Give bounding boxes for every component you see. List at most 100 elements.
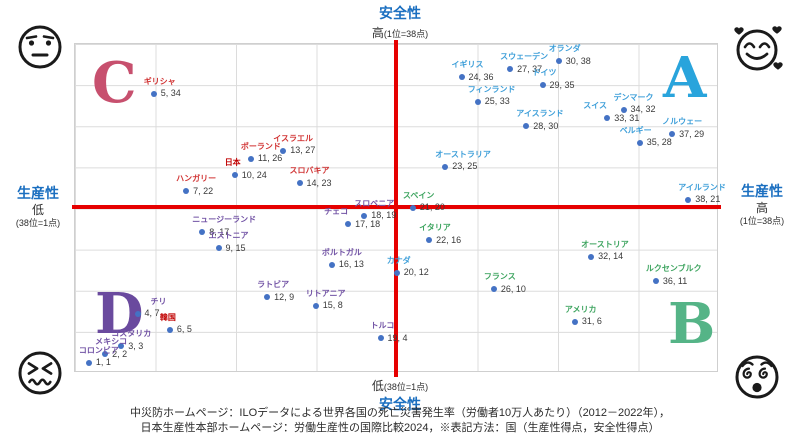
country-label: ラトビア	[257, 280, 290, 290]
country-label: スイス	[583, 101, 608, 111]
point-dot	[328, 261, 335, 268]
point-dot	[118, 343, 125, 350]
country-label: ポルトガル	[321, 247, 362, 257]
country-label: デンマーク	[613, 92, 654, 102]
horizontal-red-axis	[72, 205, 721, 209]
source-note: 中災防ホームページ：ILOデータによる世界各国の死亡災害発生率（労働者10万人あ…	[0, 406, 800, 436]
country-score: 17, 18	[355, 218, 381, 229]
country-label: イギリス	[451, 60, 484, 70]
country-label: ポーランド	[240, 141, 281, 151]
country-label: ノルウェー	[662, 117, 703, 127]
country-score: 35, 28	[646, 137, 672, 147]
x-axis-low-label: 低	[31, 202, 44, 217]
country-label: コロンビア	[78, 345, 119, 355]
country-score: 37, 29	[679, 128, 705, 139]
country-score: 8, 17	[209, 226, 230, 237]
country-label: トルコ	[370, 321, 395, 331]
country-score: 7, 22	[193, 185, 214, 196]
point-dot	[652, 278, 659, 285]
country-score: 13, 27	[290, 145, 316, 156]
point-dot	[393, 269, 400, 276]
country-score: 4, 7	[144, 308, 160, 319]
country-label: ギリシャ	[143, 76, 176, 86]
x-axis-right-label: 生産性 高 (1位=38点)	[726, 183, 798, 227]
country-label: フィンランド	[467, 84, 516, 94]
country-label: アイルランド	[678, 182, 726, 192]
y-axis-title-top: 安全性	[379, 5, 421, 21]
point-dot	[345, 221, 352, 227]
country-score: 26, 10	[500, 283, 526, 294]
source-note-line2: 日本生産性本部ホームページ：労働生産性の国際比較2024，※表記方法：国（生産性…	[140, 421, 660, 434]
point-dot	[442, 163, 449, 170]
country-label: ニュージーランド	[192, 215, 257, 225]
country-score: 14, 23	[306, 177, 332, 188]
y-axis-bottom-label: 低(38位=1点) 安全性	[330, 376, 470, 414]
source-note-line1: 中災防ホームページ：ILOデータによる世界各国の死亡災害発生率（労働者10万人あ…	[129, 407, 671, 419]
x-axis-low-note: (38位=1点)	[15, 217, 61, 228]
country-score: 5, 34	[160, 88, 181, 99]
country-label: スロバキア	[289, 166, 330, 176]
y-axis-title-bottom: 安全性	[379, 396, 421, 412]
y-axis-top-label: 安全性 高(1位=38点)	[330, 5, 470, 43]
country-label: メキシコ	[95, 337, 128, 347]
country-label: オーストラリア	[435, 149, 491, 159]
country-score: 16, 13	[338, 259, 364, 270]
point-dot	[183, 188, 190, 195]
y-axis-high-label: 高	[371, 25, 384, 40]
point-dot	[523, 123, 530, 130]
country-label: 韓国	[159, 312, 176, 322]
point-dot	[571, 318, 578, 325]
point-dot	[312, 302, 319, 309]
point-dot	[361, 212, 368, 219]
country-score: 22, 16	[436, 234, 462, 245]
x-axis-title-left: 生産性	[17, 185, 59, 201]
point-dot	[507, 66, 514, 73]
point-dot	[474, 98, 481, 105]
point-dot	[134, 310, 141, 317]
country-score: 9, 15	[225, 242, 246, 253]
country-score: 1, 1	[95, 357, 111, 368]
country-label: アイスランド	[516, 109, 564, 119]
country-score: 25, 33	[484, 96, 510, 107]
point-dot	[539, 82, 546, 89]
point-dot	[669, 131, 676, 138]
country-label: スペイン	[402, 190, 435, 200]
country-label: ルクセンブルク	[645, 264, 702, 274]
country-label: ハンガリー	[176, 174, 217, 184]
point-dot	[490, 286, 497, 293]
country-score: 28, 30	[533, 120, 559, 131]
point-dot	[604, 115, 611, 122]
country-score: 18, 19	[371, 210, 397, 221]
country-score: 36, 11	[662, 275, 688, 286]
country-score: 21, 20	[419, 202, 445, 213]
country-score: 24, 36	[468, 71, 494, 82]
point-dot	[280, 147, 287, 154]
country-score: 19, 4	[387, 332, 408, 343]
country-score: 32, 14	[598, 251, 624, 262]
country-score: 10, 24	[241, 169, 267, 180]
country-label: イタリア	[419, 223, 451, 233]
country-score: 6, 5	[176, 324, 192, 335]
y-axis-low-note: (38位=1点)	[383, 382, 429, 392]
country-label: ドイツ	[532, 68, 557, 78]
point-dot	[150, 90, 157, 97]
point-dot	[555, 58, 562, 64]
point-dot	[102, 351, 109, 358]
point-dot	[377, 335, 384, 342]
country-label: エストニア	[208, 231, 249, 241]
point-dot	[620, 106, 627, 113]
point-dot	[685, 196, 692, 203]
country-label: コスタリカ	[111, 329, 152, 339]
point-dot	[426, 237, 433, 244]
country-score: 38, 21	[695, 194, 721, 205]
country-score: 2, 2	[112, 348, 128, 359]
country-label: アメリカ	[564, 304, 597, 314]
point-dot	[636, 139, 643, 146]
country-score: 34, 32	[630, 104, 656, 115]
expressionless-face-icon	[18, 25, 62, 69]
country-label: チェコ	[324, 207, 349, 216]
point-dot	[588, 253, 595, 260]
point-dot	[166, 326, 173, 333]
